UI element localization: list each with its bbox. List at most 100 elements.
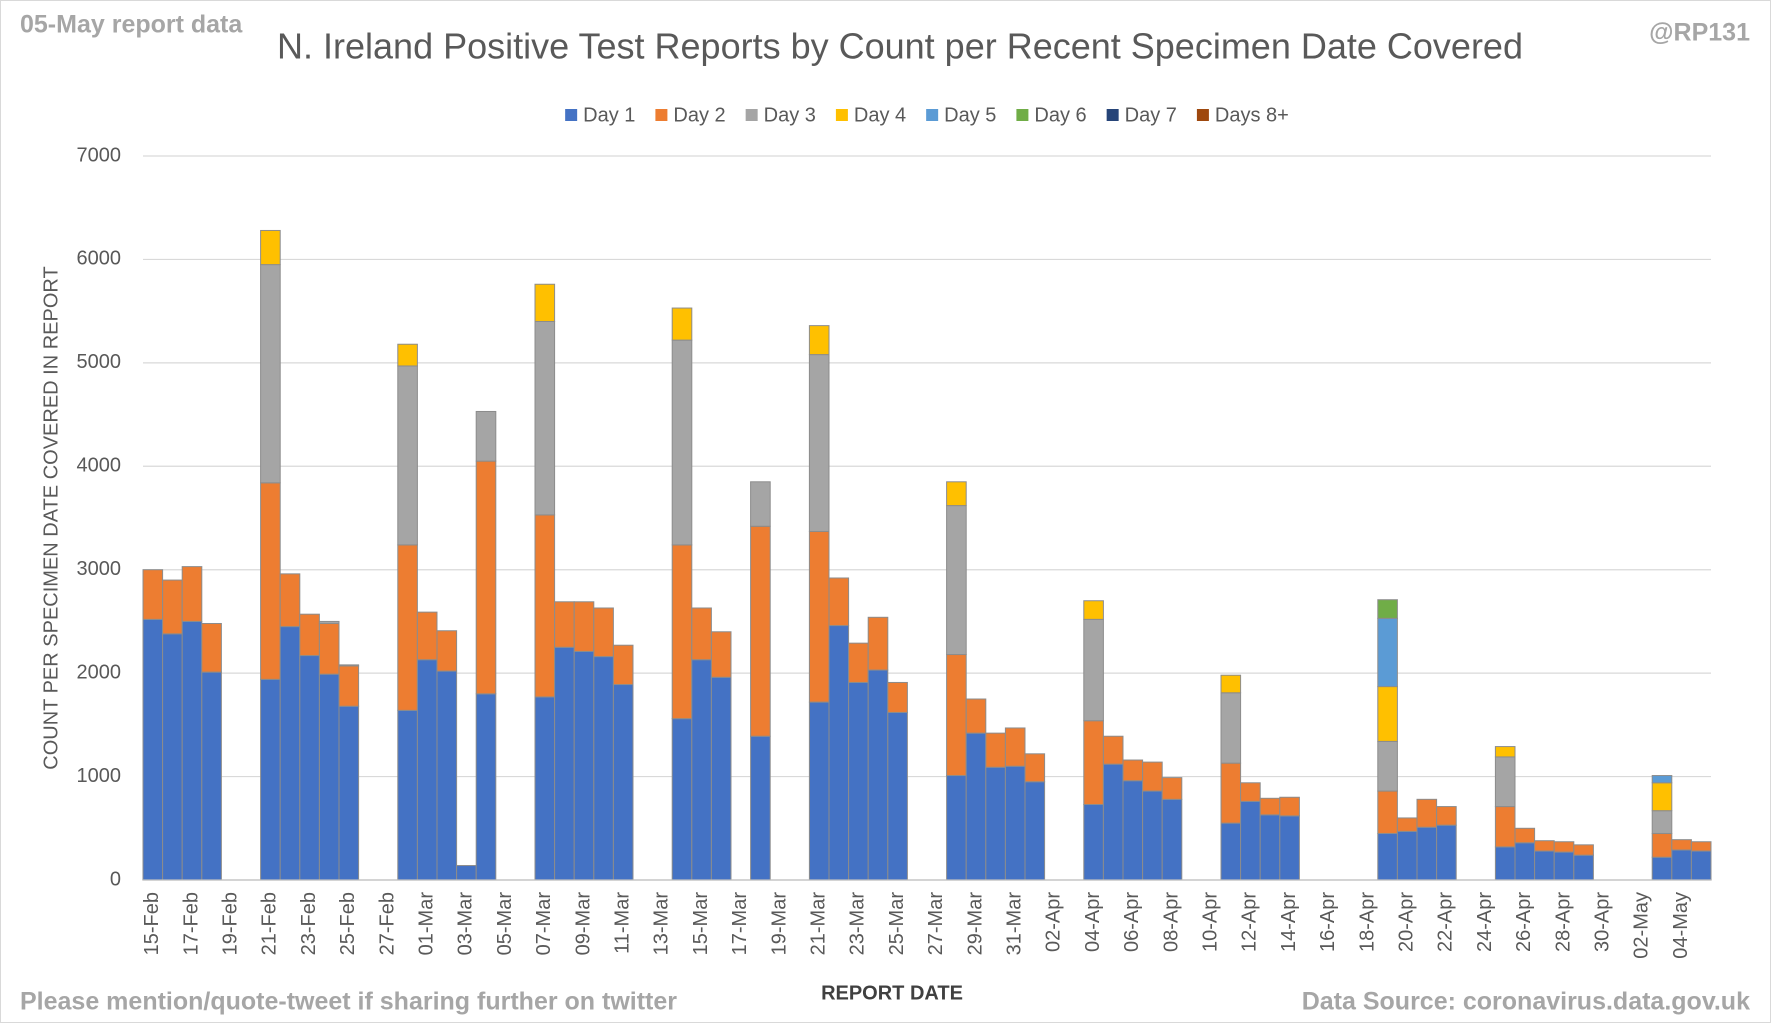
bar-segment [828, 625, 850, 881]
bar-segment [1024, 781, 1046, 881]
x-tick-label: 13-Mar [651, 892, 673, 956]
x-tick-label: 29-Mar [964, 892, 986, 956]
bar-segment [1259, 797, 1281, 816]
bar-segment [573, 601, 595, 652]
x-tick-label: 27-Feb [376, 892, 398, 955]
bar-segment [1573, 844, 1594, 856]
bar-segment [1436, 824, 1457, 881]
legend-swatch [565, 109, 578, 121]
x-tick-label: 17-Mar [729, 892, 751, 956]
bar-segment [534, 283, 556, 322]
bar-segment [534, 696, 556, 881]
legend-swatch [745, 109, 758, 121]
bar-segment [456, 865, 477, 881]
bar-segment [573, 650, 595, 881]
bar-segment [1494, 806, 1516, 848]
x-tick-label: 21-Feb [259, 892, 281, 955]
bar-segment [1161, 777, 1183, 800]
x-tick-label: 15-Feb [141, 892, 163, 955]
bar-segment [1259, 814, 1281, 881]
y-tick-label: 2000 [77, 661, 122, 683]
legend-label: Day 7 [1125, 104, 1177, 126]
x-tick-label: 16-Apr [1317, 892, 1339, 952]
bar-segment [318, 620, 340, 624]
top-left-note: 05-May report data [20, 11, 243, 39]
x-tick-label: 26-Apr [1513, 892, 1535, 952]
bar-segment [1416, 798, 1438, 828]
bar-segment [1377, 617, 1398, 688]
bar-segment [1220, 822, 1242, 881]
legend-label: Days 8+ [1215, 104, 1289, 126]
legend-swatch [655, 109, 668, 121]
bar-segment [1377, 740, 1398, 792]
bar-segment [260, 678, 281, 881]
bar-segment [338, 665, 360, 707]
x-tick-label: 02-May [1631, 892, 1653, 959]
x-tick-label: 05-Mar [494, 892, 516, 956]
bar-segment [1220, 762, 1242, 824]
x-tick-label: 30-Apr [1591, 892, 1613, 952]
x-tick-label: 04-May [1670, 892, 1692, 959]
bar-segment [1396, 817, 1418, 832]
bar-segment [260, 229, 281, 266]
bar-segment [338, 705, 360, 881]
bar-segment [1377, 832, 1398, 881]
bar-segment [260, 482, 281, 680]
footer-right: Data Source: coronavirus.data.gov.uk [1302, 988, 1750, 1016]
bar-segment [1690, 841, 1712, 852]
bar-segment [965, 732, 987, 881]
bar-segment [1004, 727, 1026, 767]
y-axis-label: COUNT PER SPECIMEN DATE COVERED IN REPOR… [40, 266, 62, 769]
bar-segment [554, 646, 575, 881]
bar-segment [554, 601, 575, 648]
bar-segment [848, 642, 869, 683]
bar-segment [808, 325, 830, 356]
bar-segment [416, 659, 438, 881]
bar-segment [1651, 775, 1673, 784]
bar-segment [1240, 782, 1261, 802]
bar-segment [1122, 780, 1144, 881]
bar-segment [162, 579, 183, 635]
bar-segment [475, 410, 497, 462]
bar-segment [201, 622, 222, 673]
bar-segment [142, 618, 164, 881]
bar-segment [848, 681, 869, 881]
bar-segment [887, 681, 908, 713]
x-tick-label: 20-Apr [1395, 892, 1417, 952]
bar-segment [828, 577, 850, 627]
bar-segment [1690, 850, 1712, 881]
bar-segment [887, 711, 908, 881]
bar-segment [397, 709, 418, 881]
x-tick-label: 22-Apr [1435, 892, 1457, 952]
bar-segment [260, 264, 281, 484]
x-tick-label: 24-Apr [1474, 892, 1496, 952]
bar-segment [985, 732, 1006, 768]
bar-segment [691, 607, 712, 661]
bar-segment [946, 481, 967, 507]
x-tick-label: 21-Mar [807, 892, 829, 956]
bar-segment [1514, 827, 1536, 844]
bar-segment [1671, 839, 1692, 851]
bar-segment [710, 676, 732, 881]
bar-segment [612, 644, 634, 686]
bar-segment [1122, 759, 1144, 782]
bar-segment [1651, 782, 1673, 812]
y-tick-label: 4000 [77, 455, 122, 477]
x-tick-label: 12-Apr [1239, 892, 1261, 952]
x-tick-label: 19-Feb [219, 892, 241, 955]
bar-segment [1573, 854, 1594, 881]
x-axis-label: REPORT DATE [821, 982, 963, 1004]
bar-segment [946, 505, 967, 656]
bar-segment [436, 630, 458, 672]
bar-segment [338, 664, 360, 667]
x-tick-label: 01-Mar [415, 892, 437, 956]
x-tick-label: 28-Apr [1552, 892, 1574, 952]
bar-segment [612, 684, 634, 881]
bar-segment [1102, 735, 1124, 765]
bar-segment [397, 365, 418, 546]
bar-segment [965, 698, 987, 734]
x-tick-label: 06-Apr [1121, 892, 1143, 952]
x-tick-label: 25-Mar [886, 892, 908, 956]
legend-label: Day 4 [854, 104, 906, 126]
bar-segment [1377, 790, 1398, 834]
